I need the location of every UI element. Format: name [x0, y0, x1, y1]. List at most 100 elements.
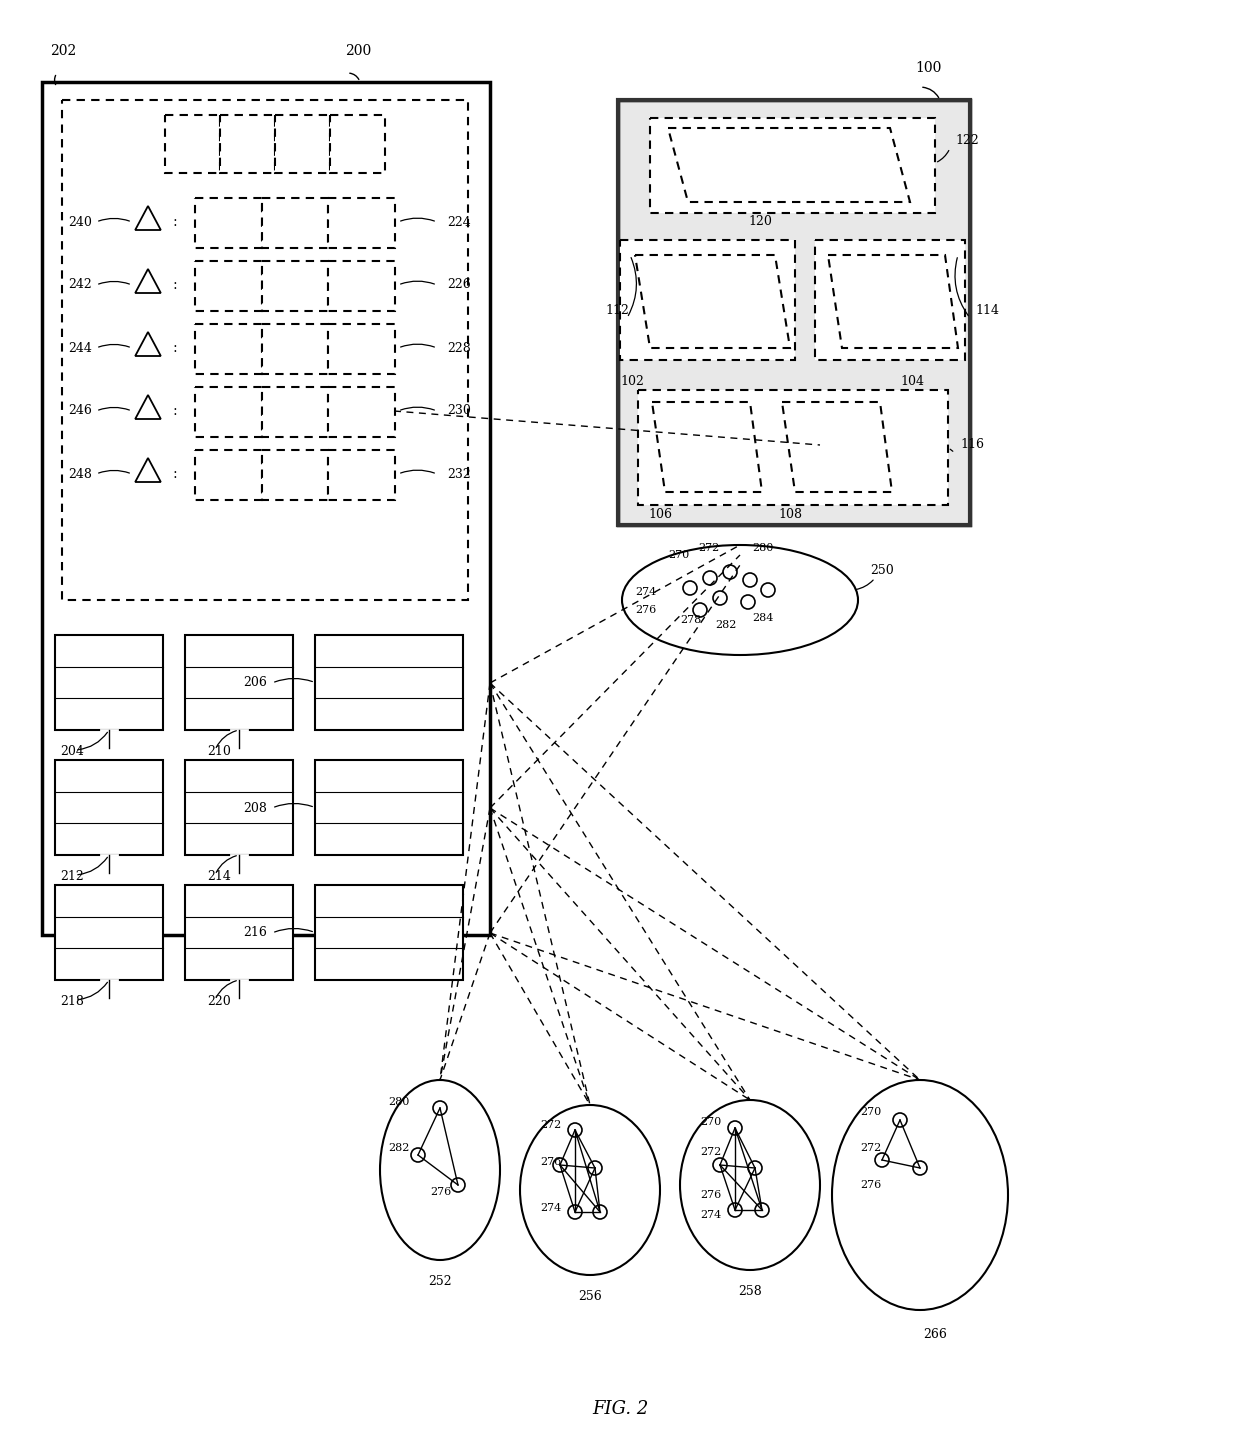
Circle shape [553, 1158, 567, 1173]
Text: :: : [172, 404, 176, 418]
Circle shape [723, 565, 737, 578]
Bar [315, 885, 463, 979]
Text: 244: 244 [68, 341, 92, 355]
Bar [329, 324, 396, 373]
Text: 258: 258 [738, 1284, 761, 1298]
Bar [195, 198, 262, 248]
Bar [618, 100, 970, 525]
Bar [262, 450, 329, 500]
Bar [195, 262, 262, 311]
Circle shape [410, 1148, 425, 1162]
Text: 276: 276 [430, 1187, 451, 1197]
Text: 218: 218 [60, 995, 84, 1008]
Bar [55, 635, 162, 729]
Circle shape [588, 1161, 601, 1175]
Bar [262, 262, 329, 311]
Circle shape [728, 1122, 742, 1135]
Text: 272: 272 [698, 543, 719, 554]
Text: 208: 208 [243, 802, 267, 815]
Text: 280: 280 [751, 543, 774, 554]
Bar [185, 885, 293, 979]
Bar [219, 115, 275, 173]
Bar [185, 760, 293, 854]
Bar [262, 324, 329, 373]
Bar [329, 262, 396, 311]
Text: 252: 252 [428, 1274, 451, 1287]
Text: 250: 250 [870, 564, 894, 577]
Text: 276: 276 [701, 1190, 722, 1200]
Text: 100: 100 [915, 61, 941, 76]
Text: 270: 270 [701, 1117, 722, 1128]
Bar [618, 100, 970, 525]
Text: :: : [172, 278, 176, 292]
Bar [330, 115, 384, 173]
Text: 104: 104 [900, 375, 924, 388]
Text: 242: 242 [68, 279, 92, 292]
Bar [262, 198, 329, 248]
Text: 272: 272 [539, 1120, 562, 1130]
Text: 276: 276 [539, 1157, 562, 1167]
Bar [42, 81, 490, 934]
Text: 280: 280 [388, 1097, 409, 1107]
Text: :: : [172, 341, 176, 355]
Circle shape [683, 581, 697, 594]
Text: :: : [172, 215, 176, 230]
Text: 270: 270 [668, 551, 689, 559]
Bar [195, 450, 262, 500]
Bar [275, 115, 330, 173]
Bar [815, 240, 965, 360]
Text: 228: 228 [446, 341, 471, 355]
Text: 114: 114 [975, 304, 999, 317]
Text: 272: 272 [701, 1146, 722, 1157]
Bar [62, 100, 467, 600]
Text: 220: 220 [207, 995, 231, 1008]
Text: 210: 210 [207, 745, 231, 758]
Text: 206: 206 [243, 677, 267, 690]
Text: 232: 232 [446, 468, 471, 481]
Bar [329, 198, 396, 248]
Bar [620, 240, 795, 360]
Bar [195, 324, 262, 373]
Text: 266: 266 [923, 1328, 947, 1341]
Bar [315, 760, 463, 854]
Circle shape [742, 594, 755, 609]
Bar [55, 760, 162, 854]
Bar [329, 386, 396, 437]
Text: 284: 284 [751, 613, 774, 623]
Circle shape [451, 1178, 465, 1191]
Circle shape [713, 591, 727, 604]
Text: 112: 112 [605, 304, 629, 317]
Text: 204: 204 [60, 745, 84, 758]
Bar [55, 885, 162, 979]
Text: 102: 102 [620, 375, 644, 388]
Text: 246: 246 [68, 404, 92, 417]
Bar [195, 386, 262, 437]
Text: 256: 256 [578, 1290, 601, 1303]
Text: 214: 214 [207, 870, 231, 883]
Circle shape [875, 1154, 889, 1167]
Text: 200: 200 [345, 44, 371, 58]
Text: 282: 282 [388, 1144, 409, 1154]
Text: 272: 272 [861, 1144, 882, 1154]
Text: 122: 122 [955, 134, 978, 147]
Text: 282: 282 [715, 620, 737, 631]
Circle shape [893, 1113, 906, 1128]
Circle shape [703, 571, 717, 586]
Text: 106: 106 [649, 509, 672, 522]
Text: FIG. 2: FIG. 2 [591, 1401, 649, 1418]
Text: 212: 212 [60, 870, 84, 883]
Circle shape [568, 1205, 582, 1219]
Text: 274: 274 [701, 1210, 722, 1221]
Bar [650, 118, 935, 214]
Text: 274: 274 [539, 1203, 562, 1213]
Circle shape [913, 1161, 928, 1175]
Text: 202: 202 [50, 44, 76, 58]
Text: 120: 120 [748, 215, 773, 228]
Text: 230: 230 [446, 404, 471, 417]
Circle shape [433, 1101, 446, 1114]
Circle shape [761, 583, 775, 597]
Circle shape [728, 1203, 742, 1218]
Text: :: : [172, 466, 176, 481]
Bar [262, 386, 329, 437]
Bar [639, 389, 949, 506]
